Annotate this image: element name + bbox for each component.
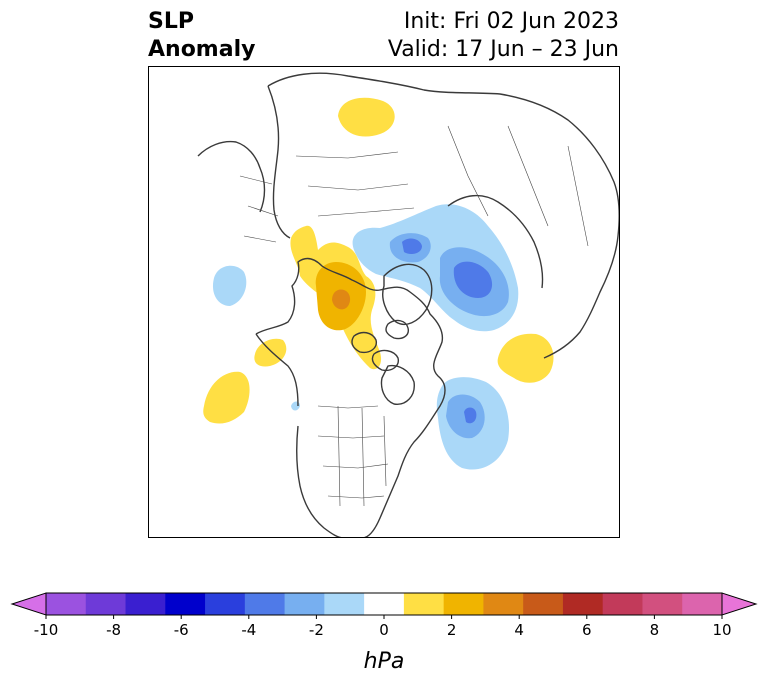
colorbar-extend-max [721,592,758,616]
colorbar-tick-label: -8 [106,621,121,639]
map-title-dates: Init: Fri 02 Jun 2023 Valid: 17 Jun – 23… [388,8,619,64]
colorbar-tick-label: -4 [241,621,256,639]
greenland-coast [382,263,433,326]
positive-anomaly-pacific-north [254,338,287,367]
positive-anomaly-atlantic [497,333,554,383]
colorbar-swatch [602,593,643,615]
scandinavia-coast [267,85,291,239]
europe-coast [197,140,266,213]
colorbar-swatch [46,593,87,615]
north-america-coast [255,257,446,538]
title-variable-line2: Anomaly [148,37,256,62]
colorbar-swatch [523,593,564,615]
negative-anomaly-arctic-level3 [402,238,493,298]
map-frame [148,66,620,538]
colorbar-tick-label: 0 [379,621,389,639]
init-date-label: Init: Fri 02 Jun 2023 [403,9,619,34]
colorbar-tick-label: -6 [174,621,189,639]
siberia-coast [447,195,544,289]
colorbar-tick-label: -10 [34,621,59,639]
colorbar-tick-label: 2 [447,621,457,639]
positive-anomaly-russia [338,97,395,137]
coastlines [197,72,620,538]
colorbar-tick-label: 6 [582,621,592,639]
colorbar-swatch [85,593,127,615]
anomaly-map [148,66,620,538]
colorbar-ticks: -10 -8 -6 -4 -2 0 2 4 6 8 10 [34,615,732,639]
title-variable-line1: SLP [148,9,194,34]
colorbar-swatch [125,593,166,615]
negative-anomaly-labrador-level3 [464,407,477,424]
colorbar-swatch [364,593,405,615]
colorbar-unit-label: hPa [364,649,405,674]
colorbar-swatch [443,593,484,615]
colorbar-swatch [682,593,723,615]
colorbar-swatch [284,593,325,615]
positive-anomaly-western-canada-level3 [332,289,351,310]
anomaly-contours [203,97,554,470]
colorbar-swatch [324,593,365,615]
arctic-islands [351,319,409,372]
data-gap [148,284,154,318]
eurasia-coast [267,72,620,359]
colorbar-swatch [205,593,246,615]
valid-date-label: Valid: 17 Jun – 23 Jun [387,37,619,62]
colorbar-swatch [244,593,286,615]
map-title-variable: SLP Anomaly [148,8,255,64]
colorbar: -10 -8 -6 -4 -2 0 2 4 6 8 10 hPa [10,592,758,674]
colorbar-swatches [10,592,758,616]
alaska-coast [255,333,299,407]
colorbar-swatch [562,593,604,615]
colorbar-tick-label: 4 [514,621,524,639]
colorbar-swatch [403,593,445,615]
colorbar-swatch [642,593,683,615]
hudson-bay-coast [380,364,415,405]
positive-anomaly-pacific-south [203,371,250,424]
colorbar-tick-label: 8 [650,621,660,639]
negative-anomaly-pacific-west [212,265,247,306]
colorbar-swatch [165,593,206,615]
north-america-west-coast [295,425,345,538]
political-borders [239,125,589,507]
colorbar-extend-min [10,592,47,616]
colorbar-tick-label: -2 [309,621,324,639]
colorbar-swatch [483,593,524,615]
colorbar-tick-label: 10 [712,621,731,639]
